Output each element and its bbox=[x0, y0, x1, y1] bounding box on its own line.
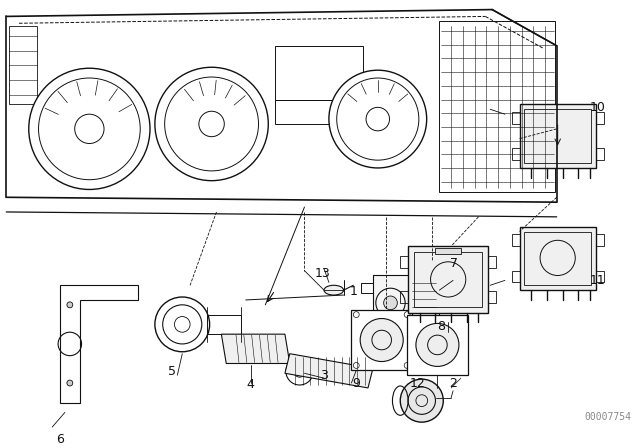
Circle shape bbox=[67, 302, 73, 308]
Bar bbox=[524, 232, 591, 285]
Bar bbox=[596, 112, 604, 124]
Circle shape bbox=[416, 323, 459, 366]
Bar bbox=[351, 310, 412, 370]
Text: 11: 11 bbox=[590, 274, 605, 287]
Text: 8: 8 bbox=[437, 320, 445, 333]
Text: 00007754: 00007754 bbox=[584, 412, 631, 422]
Circle shape bbox=[241, 344, 251, 354]
Polygon shape bbox=[221, 334, 290, 363]
Circle shape bbox=[360, 319, 403, 362]
Bar bbox=[596, 234, 604, 246]
Bar bbox=[512, 271, 520, 282]
Bar bbox=[512, 234, 520, 246]
Text: 4: 4 bbox=[247, 379, 255, 392]
Bar bbox=[275, 46, 363, 99]
Bar bbox=[373, 276, 440, 329]
Circle shape bbox=[400, 379, 444, 422]
Bar bbox=[361, 312, 373, 322]
Bar bbox=[361, 283, 373, 293]
Circle shape bbox=[294, 366, 305, 377]
Text: 2: 2 bbox=[449, 376, 457, 390]
Text: 6: 6 bbox=[56, 433, 64, 446]
Bar bbox=[9, 26, 36, 104]
Bar bbox=[488, 291, 496, 303]
Bar bbox=[520, 104, 596, 168]
Bar bbox=[440, 22, 555, 192]
Circle shape bbox=[155, 67, 268, 181]
Bar bbox=[400, 256, 408, 267]
Bar bbox=[596, 271, 604, 282]
Text: 12: 12 bbox=[410, 376, 426, 390]
Bar bbox=[407, 314, 468, 375]
Circle shape bbox=[383, 296, 397, 310]
Circle shape bbox=[329, 70, 427, 168]
Bar bbox=[596, 148, 604, 160]
Ellipse shape bbox=[324, 285, 344, 295]
Bar bbox=[520, 227, 596, 290]
Circle shape bbox=[155, 297, 210, 352]
Text: 3: 3 bbox=[320, 369, 328, 382]
Circle shape bbox=[29, 68, 150, 190]
Text: 1: 1 bbox=[349, 284, 357, 297]
Bar bbox=[435, 248, 461, 254]
Polygon shape bbox=[285, 354, 373, 388]
Bar bbox=[512, 112, 520, 124]
Bar bbox=[207, 314, 241, 334]
Text: 9: 9 bbox=[353, 376, 360, 390]
Text: 5: 5 bbox=[168, 365, 177, 378]
Bar bbox=[400, 291, 408, 303]
Bar bbox=[275, 99, 363, 124]
Circle shape bbox=[67, 380, 73, 386]
Bar bbox=[488, 256, 496, 267]
Bar bbox=[524, 109, 591, 163]
Text: 7: 7 bbox=[450, 257, 458, 270]
Bar bbox=[512, 148, 520, 160]
Bar bbox=[414, 252, 483, 307]
Bar bbox=[408, 246, 488, 313]
Text: 13: 13 bbox=[314, 267, 330, 280]
Text: 10: 10 bbox=[590, 101, 605, 114]
